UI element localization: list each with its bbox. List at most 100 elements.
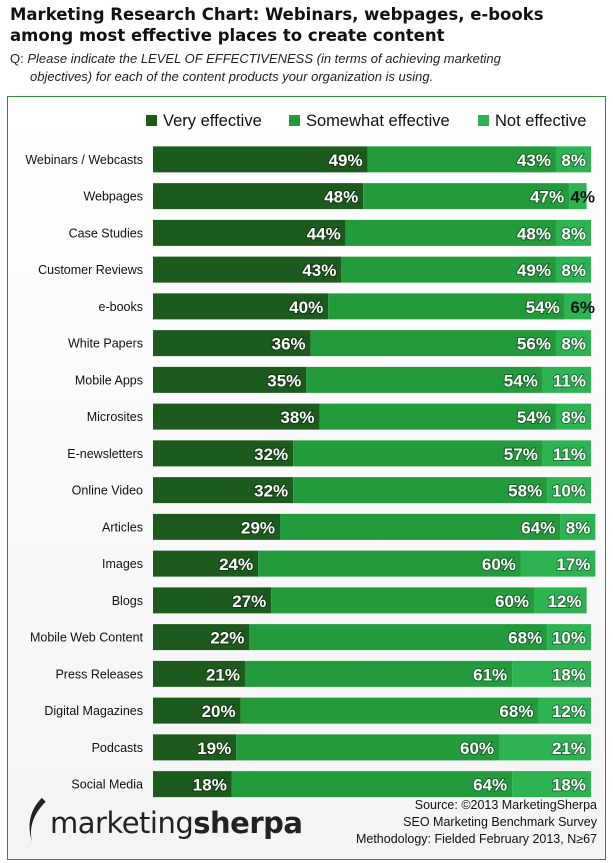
chart-title: Marketing Research Chart: Webinars, webp…	[10, 4, 610, 46]
data-label-1: 68%	[508, 629, 542, 648]
data-label-1: 54%	[526, 298, 560, 317]
bar-segment-2	[512, 660, 591, 687]
data-label-0: 48%	[324, 188, 358, 207]
data-label-2: 8%	[561, 151, 586, 170]
data-label-2: 8%	[561, 261, 586, 280]
question-prefix: Q:	[10, 51, 24, 66]
data-label-1: 54%	[504, 371, 538, 390]
data-label-0: 32%	[254, 482, 288, 501]
bar-segment-2	[555, 219, 591, 246]
bar-segment-0	[153, 256, 342, 283]
data-label-0: 38%	[280, 408, 314, 427]
data-label-0: 22%	[210, 629, 244, 648]
bar-segment-1	[310, 330, 556, 357]
bar-segment-0	[153, 293, 329, 320]
category-label: Microsites	[87, 410, 143, 424]
marketingsherpa-logo: marketingsherpa	[50, 806, 303, 840]
bar-segment-0	[153, 403, 320, 430]
bar-segment-1	[249, 624, 548, 651]
data-label-2: 11%	[553, 445, 586, 464]
category-label: Webinars / Webcasts	[25, 153, 143, 167]
bar-segment-0	[153, 734, 237, 761]
data-label-0: 49%	[329, 151, 363, 170]
bar-segment-1	[341, 256, 556, 283]
data-label-2: 4%	[570, 188, 595, 207]
data-label-2: 18%	[552, 776, 586, 795]
category-label: Digital Magazines	[44, 704, 143, 718]
data-label-0: 40%	[289, 298, 323, 317]
category-label: Social Media	[71, 778, 143, 792]
bar-segment-1	[231, 771, 513, 798]
data-label-1: 58%	[508, 482, 542, 501]
category-label: Blogs	[112, 594, 143, 608]
legend-label-1: Somewhat effective	[306, 112, 450, 130]
bar-segment-2	[555, 403, 591, 430]
title-line-2: among most effective places to create co…	[10, 26, 445, 45]
bar-segment-0	[153, 587, 272, 614]
bar-segment-2	[555, 330, 591, 357]
category-label: Case Studies	[69, 226, 143, 240]
data-label-1: 60%	[482, 555, 516, 574]
source-line-2: SEO Marketing Benchmark Survey	[403, 815, 597, 829]
data-label-2: 21%	[552, 739, 586, 758]
bar-segment-2	[555, 146, 591, 173]
data-label-1: 60%	[460, 739, 494, 758]
data-label-2: 17%	[556, 555, 590, 574]
category-label: Online Video	[72, 484, 143, 498]
bar-segment-2	[538, 697, 591, 724]
bar-segment-0	[153, 550, 259, 577]
data-label-0: 44%	[307, 224, 341, 243]
bar-segment-2	[569, 183, 587, 210]
bar-segment-1	[367, 146, 556, 173]
bar-segment-0	[153, 513, 281, 540]
bar-segment-1	[271, 587, 535, 614]
category-label: Articles	[102, 520, 143, 534]
bar-segment-1	[240, 697, 539, 724]
data-label-1: 56%	[517, 335, 551, 354]
data-label-1: 47%	[530, 188, 564, 207]
bar-segment-0	[153, 366, 307, 393]
category-label: Mobile Apps	[75, 373, 143, 387]
bar-segment-1	[345, 219, 556, 246]
question-line-2: objectives) for each of the content prod…	[30, 69, 434, 84]
legend-label-2: Not effective	[495, 112, 586, 130]
data-label-2: 6%	[570, 298, 595, 317]
data-label-1: 60%	[495, 592, 529, 611]
data-label-0: 20%	[202, 702, 236, 721]
bar-segment-2	[547, 624, 591, 651]
bar-segment-1	[236, 734, 500, 761]
logo-text-bold: sherpa	[193, 806, 303, 840]
data-label-2: 8%	[566, 518, 591, 537]
source-line-3: Methodology: Fielded February 2013, N≥67	[355, 832, 597, 846]
category-label: e-books	[99, 300, 143, 314]
question-line-1: Please indicate the LEVEL OF EFFECTIVENE…	[27, 51, 501, 66]
bar-segment-1	[258, 550, 521, 577]
bar-segment-2	[564, 293, 591, 320]
data-label-1: 54%	[517, 408, 551, 427]
bar-segment-1	[293, 477, 548, 504]
data-label-2: 8%	[561, 224, 586, 243]
data-label-2: 10%	[552, 629, 586, 648]
category-label: Podcasts	[92, 741, 143, 755]
data-label-2: 10%	[552, 482, 586, 501]
category-label: E-newsletters	[67, 447, 143, 461]
bar-segment-2	[499, 734, 591, 761]
category-label: Webpages	[83, 190, 143, 204]
category-label: Mobile Web Content	[30, 631, 144, 645]
bar-segment-1	[363, 183, 570, 210]
legend-swatch-2	[478, 115, 489, 126]
data-label-0: 35%	[267, 371, 301, 390]
data-label-2: 11%	[553, 371, 586, 390]
sherpa-logo-icon	[29, 797, 46, 843]
category-label: Customer Reviews	[38, 263, 143, 277]
data-label-0: 18%	[193, 776, 227, 795]
data-label-2: 12%	[548, 592, 582, 611]
bar-segment-0	[153, 624, 250, 651]
data-label-2: 12%	[552, 702, 586, 721]
data-label-0: 43%	[302, 261, 336, 280]
category-label: Images	[102, 557, 143, 571]
bar-segment-2	[560, 513, 596, 540]
data-label-1: 64%	[521, 518, 555, 537]
bar-segment-0	[153, 219, 346, 246]
